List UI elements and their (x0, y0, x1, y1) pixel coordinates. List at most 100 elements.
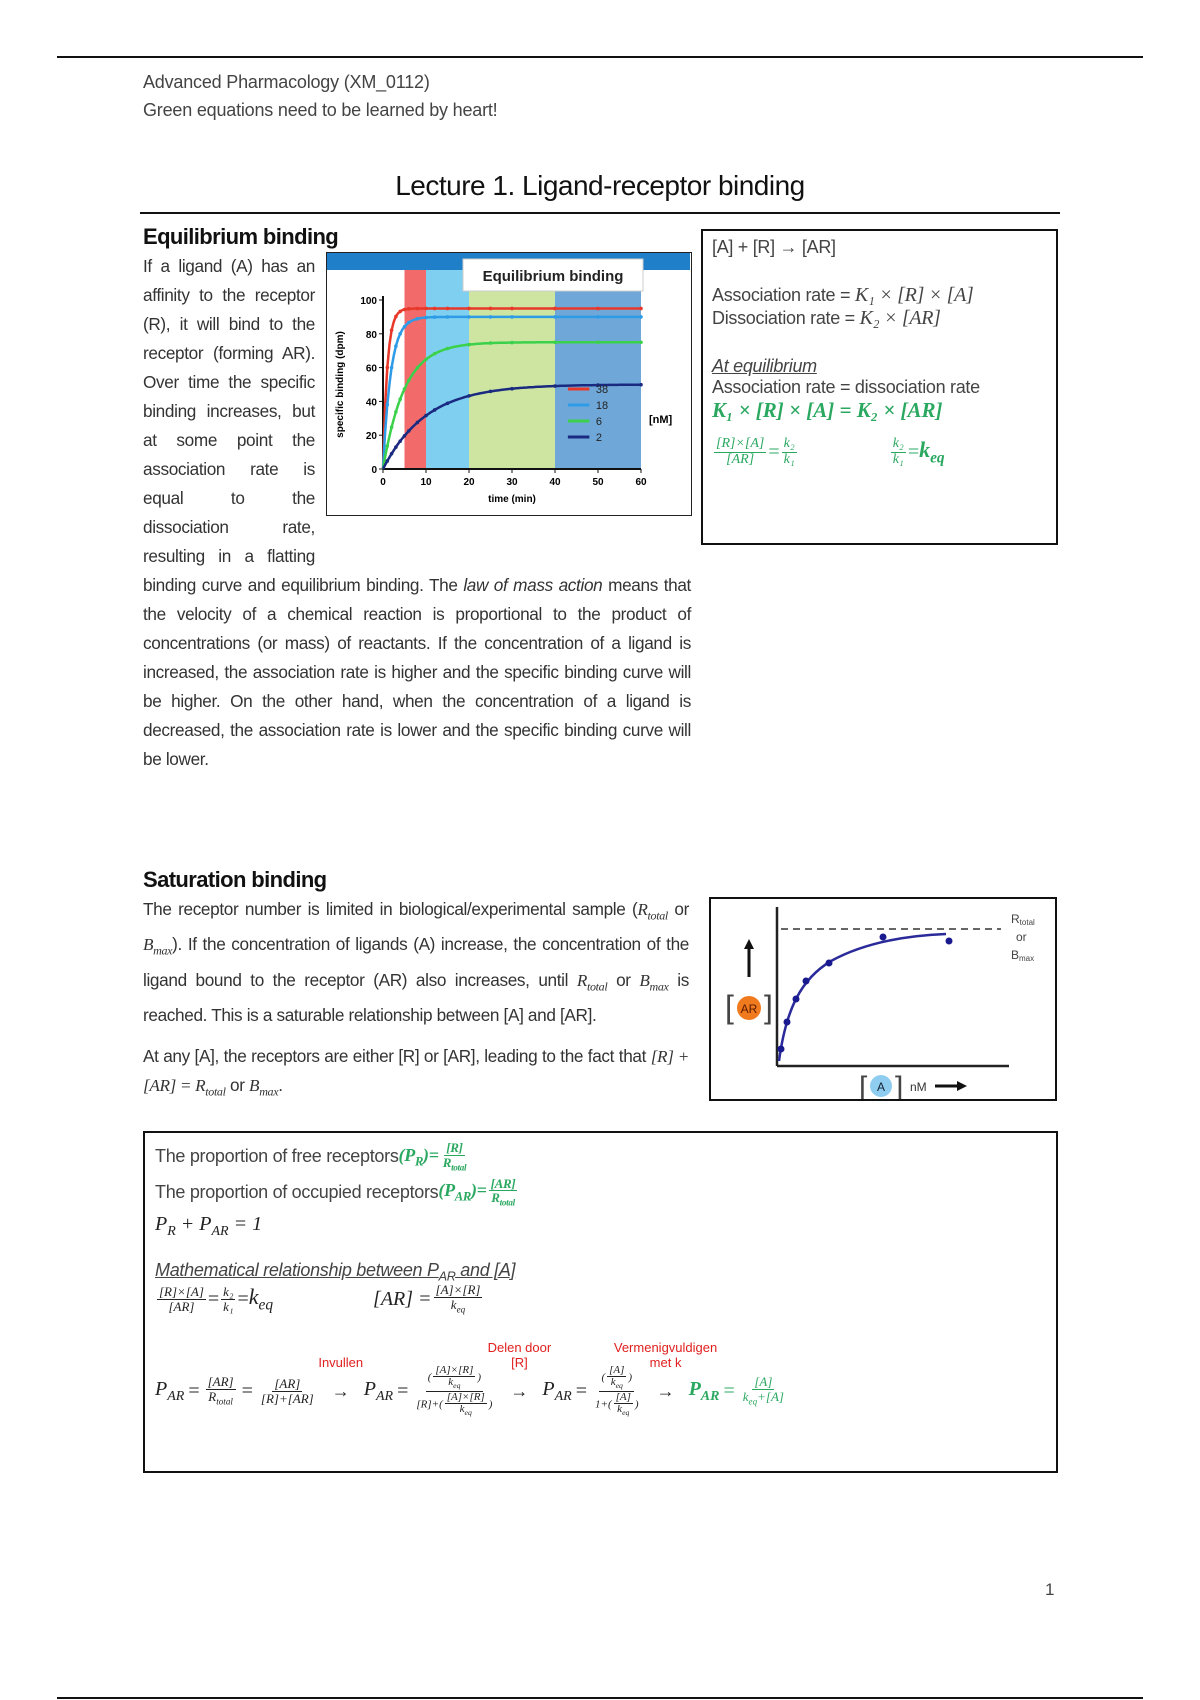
y-tick-label: 40 (366, 397, 378, 408)
denominator: k₁ (223, 1298, 234, 1314)
text: and [A] (455, 1259, 516, 1280)
data-point (389, 365, 394, 370)
float-spacer-box (691, 546, 1057, 844)
data-point (553, 340, 557, 345)
data-point (394, 445, 398, 449)
data-point (596, 306, 600, 311)
sub: max (649, 979, 669, 994)
data-point (402, 307, 407, 312)
data-point (415, 420, 420, 425)
a-circle-icon (870, 1075, 892, 1097)
rtotal: Rtotal (577, 971, 608, 993)
sub: AR (167, 1388, 185, 1404)
plus-a: +[A] (757, 1389, 784, 1404)
par-final: PAR (689, 1378, 720, 1405)
data-point (553, 306, 557, 311)
data-point (639, 306, 643, 311)
bmax-label: Bmax (1011, 948, 1034, 963)
chart-band (426, 270, 469, 469)
r: R (1011, 912, 1020, 926)
text: or (225, 1075, 250, 1096)
data-point (398, 397, 402, 402)
data-point (398, 309, 402, 314)
data-point (639, 315, 643, 319)
data-point (510, 386, 514, 391)
law-of-mass-action: law of mass action (463, 575, 603, 595)
data-point (394, 344, 398, 348)
data-point (783, 1018, 791, 1026)
legend-label: 2 (596, 432, 602, 444)
y-tick-label: 0 (371, 465, 377, 476)
numerator: [A] (752, 1374, 775, 1390)
unit-label: nM (910, 1080, 927, 1094)
y-arrowhead-icon (744, 939, 754, 949)
data-point (792, 995, 800, 1003)
data-point (488, 341, 493, 345)
occupied-receptors-line: The proportion of occupied receptors (PA… (155, 1177, 1046, 1209)
fraction: [A]×[R] keq (433, 1364, 476, 1391)
fraction: [AR] [R]+[AR] (259, 1377, 316, 1405)
title-rule (140, 212, 1060, 214)
data-point (488, 306, 493, 311)
sub: eq (464, 1408, 472, 1418)
numerator: k₂ (890, 436, 906, 453)
b: B (249, 1076, 260, 1096)
derivation-box: The proportion of free receptors (PR)= [… (143, 1131, 1058, 1473)
p: (P (438, 1180, 455, 1201)
par: PAR (155, 1378, 184, 1405)
data-point (385, 444, 390, 448)
numerator: [R] (444, 1140, 465, 1156)
bottom-rule (57, 1697, 1143, 1699)
bracket-left: [ (859, 1071, 868, 1099)
k: k (448, 1376, 454, 1389)
data-point (777, 1045, 785, 1053)
p: P (363, 1377, 376, 1400)
step-label-vermenigvuldigen: Vermenigvuldigen met k (613, 1339, 718, 1370)
p: P (542, 1377, 555, 1400)
sub: R (414, 1154, 424, 1169)
data-point (639, 382, 643, 387)
denominator: [AR] (168, 1298, 195, 1314)
p: P (155, 1212, 168, 1235)
b: B (639, 970, 650, 990)
fraction: ([A]×[R] keq) [R]+([A]×[R] keq) (414, 1363, 494, 1418)
legend-unit: [nM] (649, 414, 673, 426)
data-point (385, 365, 390, 370)
p: (P (398, 1144, 416, 1165)
top-rule (57, 56, 1143, 58)
fraction: [AR] Rtotal (488, 1177, 518, 1209)
fraction: k₂ k₁ (890, 436, 906, 467)
fraction: [R]×[A] [AR] (157, 1285, 206, 1313)
sub: total (216, 1396, 233, 1407)
numerator: [A] (607, 1363, 627, 1378)
data-point (467, 315, 471, 319)
numerator: k₂ (221, 1283, 236, 1300)
main-column: Equilibrium binding If a ligand (A) has … (143, 221, 1058, 1473)
rest: = 1 (228, 1212, 263, 1235)
ar-circle-icon (737, 996, 761, 1020)
sub: max (1019, 954, 1034, 963)
bracket-left: [ (725, 989, 734, 1025)
data-point (389, 425, 394, 430)
paragraph-text: If a ligand (A) has an affinity to the r… (143, 256, 464, 595)
arrow-icon: → (510, 1380, 529, 1401)
data-point (389, 328, 394, 332)
r-plus: [R]+ (416, 1398, 440, 1411)
denominator: Rtotal (206, 1390, 235, 1407)
sub: total (451, 1162, 467, 1173)
text: The proportion of occupied receptors (155, 1182, 439, 1203)
sub: AR (454, 1189, 472, 1204)
section-heading-equilibrium: Equilibrium binding (143, 224, 339, 249)
text: or (667, 899, 689, 919)
data-point (596, 340, 600, 345)
step-arrow-2: Delen door [R] → (488, 1340, 552, 1402)
numerator: [R]×[A] (714, 436, 767, 453)
x-tick-label: 40 (549, 477, 561, 488)
numerator: ([A]×[R] keq) (425, 1363, 484, 1392)
data-point (639, 340, 643, 345)
fraction: [A]×[R] keq (444, 1390, 487, 1418)
sub: R (167, 1223, 176, 1239)
numerator: [A]×[R] (444, 1390, 487, 1405)
data-point (467, 342, 471, 347)
saturation-paragraph-1: The receptor number is limited in biolog… (143, 895, 1057, 1030)
